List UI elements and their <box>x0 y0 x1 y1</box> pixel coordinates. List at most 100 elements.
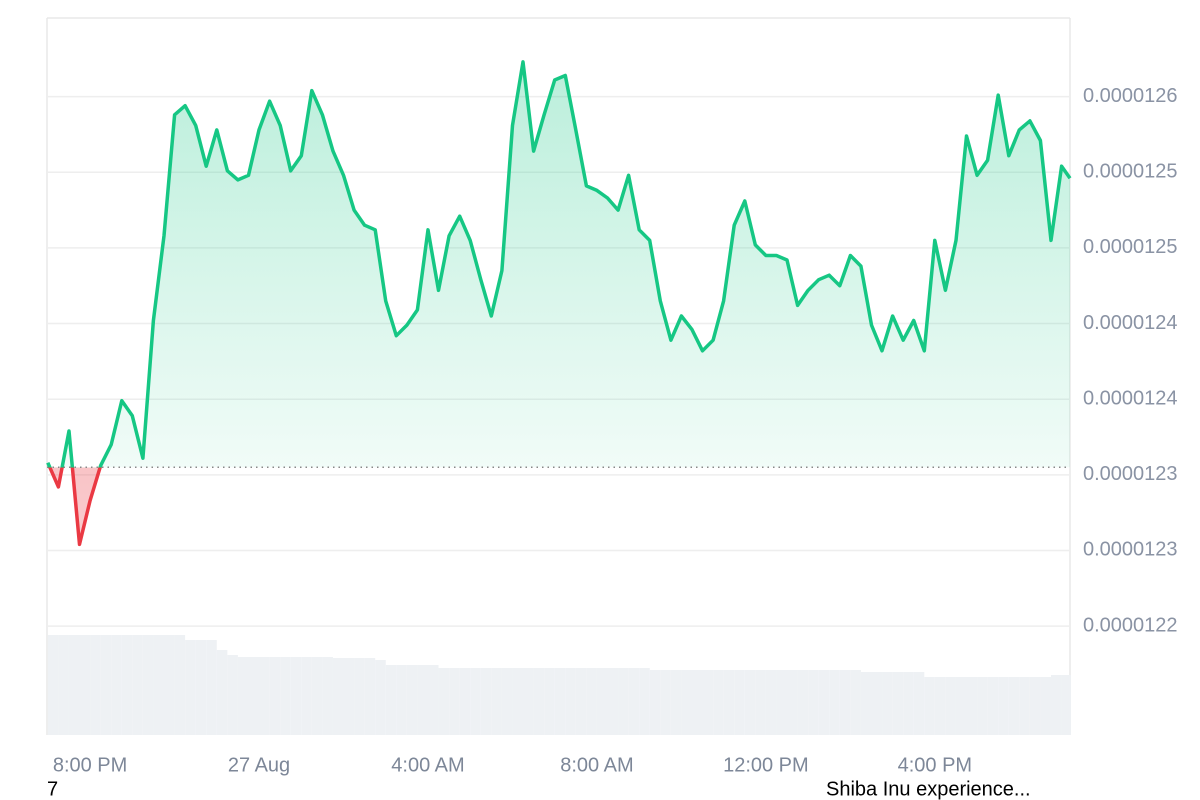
volume-bar <box>79 635 91 735</box>
volume-bar <box>808 670 819 735</box>
x-tick-label: 4:00 PM <box>898 754 972 776</box>
volume-bar <box>1019 677 1030 735</box>
volume-bar <box>977 677 988 735</box>
y-tick-label: 0.0000126 <box>1083 85 1178 107</box>
volume-bar <box>850 670 861 735</box>
y-tick-label: 0.0000122 <box>1083 614 1178 636</box>
volume-bar <box>639 668 650 735</box>
volume-bar <box>660 670 671 735</box>
volume-bar <box>544 668 555 735</box>
volume-bar <box>755 670 766 735</box>
y-tick-label: 0.0000125 <box>1083 161 1178 183</box>
volume-bar <box>396 665 407 735</box>
price-line <box>46 60 1072 547</box>
y-tick-label: 0.0000124 <box>1083 387 1178 409</box>
volume-bar <box>449 668 460 735</box>
y-tick-label: 0.0000125 <box>1083 236 1178 258</box>
volume-bar <box>765 670 777 735</box>
volume-bar <box>628 668 640 735</box>
volume-bar <box>882 672 893 735</box>
volume-bar <box>892 672 904 735</box>
volume-bar <box>554 668 566 735</box>
volume-bar <box>259 657 270 735</box>
volume-bar <box>364 658 376 735</box>
price-area <box>47 61 1071 545</box>
volume-bar <box>480 668 492 735</box>
volume-bar <box>523 668 534 735</box>
volume-bar <box>343 658 355 735</box>
volume-bar <box>280 657 291 735</box>
volume-bar <box>438 668 450 735</box>
volume-bar <box>575 668 587 735</box>
volume-bar <box>1050 675 1062 735</box>
volume-bar <box>966 677 978 735</box>
volume-bar <box>955 677 967 735</box>
volume-bar <box>734 670 745 735</box>
volume-bar <box>533 668 545 735</box>
volume-bar <box>1061 675 1070 735</box>
volume-bar <box>1040 677 1051 735</box>
y-tick-label: 0.0000123 <box>1083 463 1178 485</box>
footer-right: Shiba Inu experience... <box>826 778 1031 800</box>
volume-bar <box>670 670 682 735</box>
volume-bar <box>649 670 661 735</box>
volume-bar <box>174 635 186 735</box>
volume-bar <box>871 672 883 735</box>
volume-bar <box>1070 675 1071 735</box>
volume-bar <box>565 668 576 735</box>
volume-bar <box>427 665 439 735</box>
volume-bar <box>607 668 619 735</box>
volume-bar <box>153 635 164 735</box>
volume-bar <box>713 670 724 735</box>
volume-bar <box>354 658 365 735</box>
volume-bar <box>195 640 207 735</box>
volume-bar <box>269 657 281 735</box>
volume-bar <box>797 670 809 735</box>
volume-bar <box>227 655 238 735</box>
volume-bar <box>776 670 788 735</box>
volume-bar <box>829 670 840 735</box>
volume-bar <box>818 670 830 735</box>
volume-bar <box>723 670 735 735</box>
footer-left: 7 <box>47 778 58 800</box>
volume-bar <box>945 677 956 735</box>
volume-bar <box>924 677 935 735</box>
volume-bar <box>385 665 397 735</box>
volume-bar <box>406 665 418 735</box>
volume-bar <box>501 668 513 735</box>
volume-bar <box>470 668 481 735</box>
volume-bar <box>491 668 502 735</box>
volume-bar <box>702 670 714 735</box>
volume-bar <box>163 635 175 735</box>
volume-bar <box>68 635 80 735</box>
volume-bar <box>121 635 133 735</box>
volume-bar <box>90 635 101 735</box>
volume-bar <box>206 640 217 735</box>
volume-bar <box>934 677 946 735</box>
volume-bar <box>744 670 756 735</box>
x-tick-label: 4:00 AM <box>391 754 464 776</box>
y-tick-label: 0.0000124 <box>1083 312 1178 334</box>
volume-bar <box>459 668 471 735</box>
volume-bar <box>111 635 122 735</box>
volume-bar <box>998 677 1009 735</box>
volume-bar <box>417 665 428 735</box>
volume-bar <box>681 670 692 735</box>
volume-bar <box>903 672 914 735</box>
volume-bar <box>512 668 524 735</box>
volume-bar <box>1008 677 1020 735</box>
volume-bar <box>691 670 703 735</box>
volume-bar <box>913 672 925 735</box>
volume-bar <box>787 670 798 735</box>
x-tick-label: 8:00 AM <box>560 754 633 776</box>
volume-bar <box>237 657 249 735</box>
volume-bar <box>301 657 312 735</box>
volume-bar <box>216 650 228 735</box>
volume-bar <box>58 635 69 735</box>
volume-bar <box>185 640 196 735</box>
volume-bar <box>132 635 143 735</box>
volume-bar <box>100 635 112 735</box>
y-tick-label: 0.0000123 <box>1083 539 1178 561</box>
x-tick-label: 12:00 PM <box>723 754 809 776</box>
